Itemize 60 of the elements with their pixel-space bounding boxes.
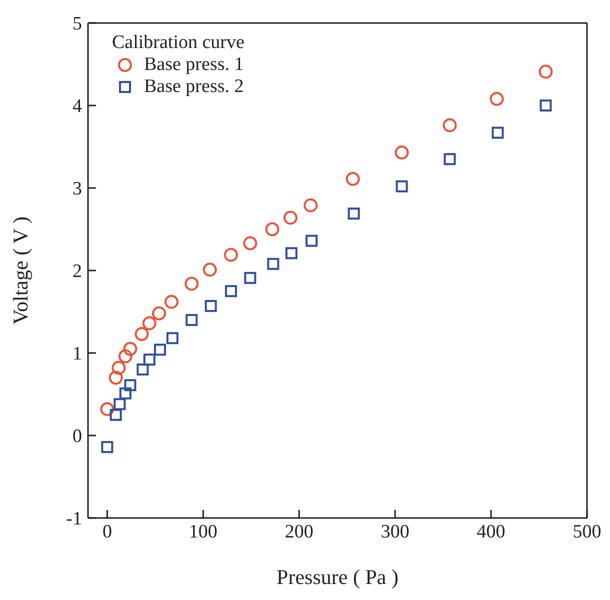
point — [444, 153, 456, 166]
point — [110, 408, 122, 421]
point — [304, 198, 318, 212]
point — [285, 247, 298, 260]
legend-title: Calibration curve — [112, 32, 244, 54]
y-tick-label: 1 — [72, 344, 82, 365]
point — [100, 402, 114, 416]
point — [124, 379, 136, 392]
y-tick-label: -1 — [66, 508, 82, 530]
point — [224, 285, 237, 298]
x-tick-label: 300 — [380, 521, 410, 542]
point — [243, 236, 258, 250]
point — [123, 342, 138, 356]
y-tick-label: 4 — [72, 96, 82, 118]
legend-label: Base press. 2 — [144, 76, 244, 98]
y-axis-title: Voltage ( V ) — [8, 216, 32, 324]
point — [202, 262, 217, 277]
point — [540, 100, 552, 112]
x-tick-label: 500 — [572, 521, 602, 542]
x-tick-label: 100 — [188, 521, 218, 542]
point — [101, 441, 114, 454]
y-tick-label: 3 — [72, 178, 82, 200]
point — [166, 332, 178, 344]
legend-label: Base press. 1 — [144, 54, 244, 76]
x-tick-label: 0 — [102, 521, 112, 542]
point — [265, 222, 280, 236]
point — [112, 360, 126, 375]
point — [348, 208, 360, 220]
point — [164, 294, 178, 309]
point — [283, 210, 298, 225]
point — [143, 354, 156, 366]
point — [154, 344, 166, 356]
point — [184, 276, 199, 291]
point — [186, 314, 198, 326]
point — [394, 146, 409, 160]
point — [244, 272, 256, 284]
point — [114, 398, 126, 410]
y-tick-label: 0 — [72, 426, 82, 448]
point — [538, 64, 553, 79]
point — [108, 370, 123, 385]
y-tick-label: 5 — [72, 14, 82, 35]
point — [396, 180, 408, 192]
point — [142, 316, 156, 330]
point — [346, 172, 360, 186]
point — [267, 258, 280, 270]
point — [492, 126, 504, 139]
point — [152, 306, 166, 320]
point — [119, 387, 132, 400]
x-tick-label: 400 — [476, 521, 506, 542]
x-tick-label: 200 — [284, 521, 314, 542]
point — [224, 248, 238, 262]
point — [442, 118, 457, 132]
x-axis-title: Pressure ( Pa ) — [276, 565, 398, 589]
y-tick-label: 2 — [72, 261, 82, 282]
point — [118, 349, 132, 364]
point — [204, 300, 217, 312]
point — [306, 234, 318, 247]
point — [134, 327, 149, 342]
point — [490, 92, 504, 106]
point — [136, 364, 149, 376]
